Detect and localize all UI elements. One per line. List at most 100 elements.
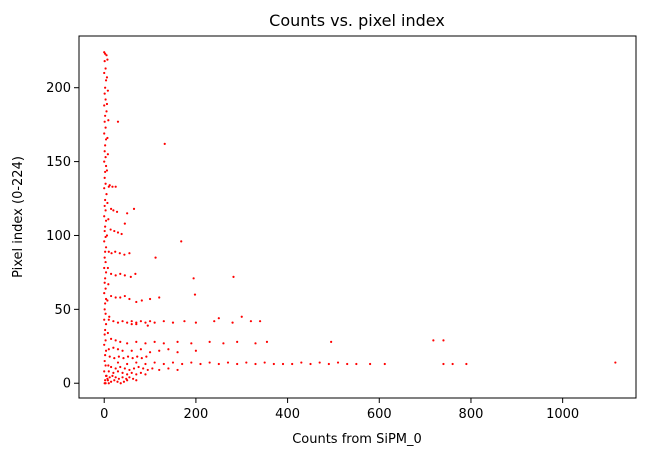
data-point	[135, 300, 138, 304]
data-point	[109, 272, 113, 275]
data-point	[103, 132, 106, 135]
data-point	[128, 252, 131, 255]
data-point	[103, 215, 106, 218]
data-point	[193, 293, 197, 296]
data-point	[146, 368, 149, 372]
data-point	[119, 382, 122, 385]
data-point	[109, 294, 113, 298]
data-point	[126, 362, 129, 366]
data-point	[116, 348, 120, 351]
data-point	[117, 377, 120, 380]
data-point	[240, 315, 243, 318]
data-point	[183, 320, 186, 323]
data-point	[104, 144, 107, 147]
data-point	[128, 368, 131, 372]
data-point	[153, 340, 156, 343]
data-point	[346, 362, 349, 366]
data-point	[135, 340, 138, 343]
data-point	[103, 60, 106, 63]
data-point	[118, 252, 121, 255]
data-point	[137, 365, 140, 369]
data-point	[107, 119, 110, 122]
data-point	[180, 240, 183, 243]
data-point	[113, 357, 116, 360]
chart-title: Counts vs. pixel index	[269, 11, 445, 30]
data-point	[109, 228, 112, 231]
data-point	[190, 342, 193, 345]
data-point	[162, 362, 165, 366]
data-point	[129, 275, 132, 278]
data-point	[140, 357, 143, 360]
plot-area	[103, 51, 617, 385]
data-point	[110, 252, 113, 255]
y-tick-label: 200	[46, 81, 71, 96]
data-point	[103, 204, 106, 208]
data-point	[104, 277, 107, 280]
data-point	[109, 365, 113, 369]
data-point	[103, 256, 106, 259]
data-point	[119, 365, 122, 369]
data-point	[194, 349, 197, 352]
data-point	[148, 351, 152, 354]
data-point	[107, 370, 110, 373]
data-point	[104, 209, 107, 212]
data-point	[336, 361, 340, 364]
data-point	[176, 368, 179, 372]
plot-frame	[78, 35, 637, 399]
data-point	[144, 321, 147, 324]
data-point	[103, 266, 106, 270]
data-point	[126, 342, 129, 345]
data-point	[442, 339, 445, 342]
data-point	[103, 104, 106, 107]
data-point	[126, 379, 129, 382]
data-point	[112, 209, 115, 212]
data-point	[148, 320, 152, 323]
data-point	[106, 89, 109, 92]
data-point	[104, 67, 107, 70]
data-point	[148, 297, 152, 301]
data-point	[103, 359, 106, 363]
data-point	[123, 274, 126, 277]
data-point	[114, 185, 117, 188]
data-point	[103, 71, 106, 75]
data-point	[369, 362, 372, 366]
data-point	[105, 193, 108, 196]
data-point	[103, 370, 106, 373]
x-tick-label: 0	[100, 407, 108, 422]
data-point	[104, 323, 108, 326]
data-point	[123, 253, 126, 256]
data-point	[103, 120, 106, 123]
data-point	[107, 250, 110, 253]
y-tick-label: 100	[46, 229, 71, 244]
data-point	[116, 120, 120, 123]
data-point	[103, 176, 106, 179]
data-point	[132, 207, 136, 210]
data-point	[139, 371, 142, 374]
data-point	[146, 324, 149, 327]
data-point	[106, 153, 109, 156]
data-point	[208, 340, 211, 343]
data-point	[158, 296, 161, 299]
data-point	[123, 367, 126, 370]
data-point	[309, 362, 312, 366]
data-point	[103, 150, 106, 153]
data-point	[104, 297, 108, 301]
data-point	[103, 318, 106, 321]
data-point	[226, 361, 230, 364]
data-point	[128, 297, 131, 301]
data-point	[272, 362, 275, 366]
data-point	[108, 355, 111, 358]
data-point	[153, 361, 156, 364]
data-point	[140, 299, 143, 302]
data-point	[107, 348, 110, 351]
data-point	[135, 323, 138, 326]
data-point	[105, 76, 109, 79]
data-point	[106, 201, 109, 205]
data-point	[451, 362, 454, 366]
data-point	[130, 320, 133, 323]
data-point	[171, 321, 175, 324]
data-point	[104, 260, 107, 264]
data-point	[144, 362, 147, 366]
data-point	[104, 126, 107, 129]
